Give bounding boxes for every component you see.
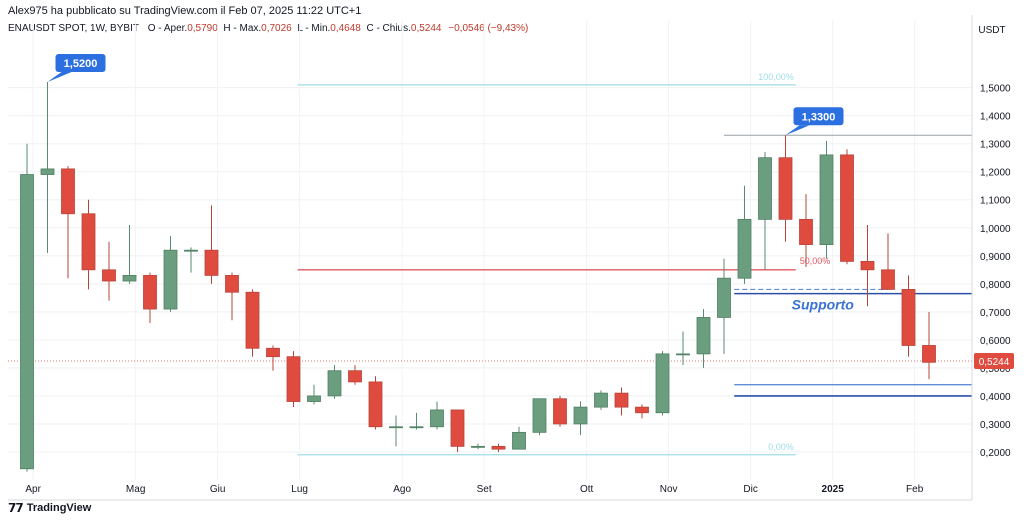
price-tick-label: 0,4000 xyxy=(980,392,1011,403)
candle-body xyxy=(20,174,34,470)
price-axis-currency: USDT xyxy=(978,25,1005,36)
candle-body xyxy=(594,392,608,408)
candle-body xyxy=(122,275,137,282)
fib-level-label: 0,00% xyxy=(768,442,794,452)
candle-body xyxy=(389,426,403,429)
candle-body xyxy=(532,398,547,433)
candle-body xyxy=(799,218,813,245)
time-tick-label: Apr xyxy=(25,484,41,495)
candle-body xyxy=(758,157,772,220)
open-value: 0,5790 xyxy=(187,23,218,34)
candle-body xyxy=(881,269,895,290)
candle-body xyxy=(327,370,342,397)
fib-level-label: 100,00% xyxy=(758,72,794,82)
tradingview-mark-icon: 𝟳𝟳 xyxy=(8,501,24,515)
candle-body xyxy=(840,154,854,262)
price-tick-label: 1,4000 xyxy=(980,112,1011,123)
price-tick-label: 0,5000 xyxy=(980,364,1011,375)
candle-body xyxy=(61,168,75,215)
candle-body xyxy=(778,157,793,220)
candle-body xyxy=(307,395,321,402)
tradingview-logo-text: TradingView xyxy=(26,502,92,514)
candle-body xyxy=(860,261,875,271)
close-label: C - Chius. xyxy=(366,23,411,34)
candle-body xyxy=(655,353,670,414)
last-price-tag-label: 0,5244 xyxy=(979,357,1010,368)
candle-body xyxy=(471,445,485,448)
last-price-tag xyxy=(974,353,1014,370)
support-text-label: Supporto xyxy=(792,297,855,313)
time-tick-label: Feb xyxy=(906,484,924,495)
fib-50-label: 50,00% xyxy=(800,256,831,266)
low-value: 0,4648 xyxy=(330,23,361,34)
candle-body xyxy=(368,381,383,428)
candle-body xyxy=(225,275,239,293)
candle-body xyxy=(245,291,260,349)
time-tick-label: 2025 xyxy=(822,484,845,495)
candle-body xyxy=(553,398,567,425)
time-tick-label: Giu xyxy=(210,484,226,495)
price-tick-label: 1,3000 xyxy=(980,140,1011,151)
candle-body xyxy=(573,406,588,425)
candle-body xyxy=(286,356,301,402)
callout-box xyxy=(793,107,844,126)
price-tick-label: 1,5000 xyxy=(980,84,1011,95)
candle-body xyxy=(102,269,116,282)
candle-body xyxy=(184,249,198,252)
candle-body xyxy=(40,168,55,175)
candle-body xyxy=(450,409,465,447)
symbol-label: ENAUSDT SPOT, 1W, BYBIT xyxy=(8,23,139,34)
time-tick-label: Mag xyxy=(126,484,145,495)
price-tick-label: 0,3000 xyxy=(980,420,1011,431)
candle-body xyxy=(348,370,362,383)
candle-body xyxy=(676,353,690,356)
callout-pointer xyxy=(785,125,810,136)
price-tick-label: 0,2000 xyxy=(980,448,1011,459)
price-tick-label: 1,2000 xyxy=(980,168,1011,179)
candle-body xyxy=(163,249,178,310)
high-value: 0,7026 xyxy=(261,23,292,34)
callout-box xyxy=(55,54,106,73)
ohlc-info: ENAUSDT SPOT, 1W, BYBIT O - Aper.0,5790 … xyxy=(8,23,528,34)
price-tick-label: 1,0000 xyxy=(980,224,1011,235)
candle-body xyxy=(819,154,834,245)
price-tick-label: 0,8000 xyxy=(980,280,1011,291)
time-tick-label: Nov xyxy=(660,484,678,495)
published-line: Alex975 ha pubblicato su TradingView.com… xyxy=(8,5,362,17)
candle-body xyxy=(491,445,506,450)
candle-body xyxy=(143,275,157,310)
candle-body xyxy=(409,426,424,429)
candle-body xyxy=(717,277,731,318)
price-tick-label: 1,1000 xyxy=(980,196,1011,207)
candle-body xyxy=(512,431,526,450)
candle-body xyxy=(81,213,96,271)
candle-body xyxy=(614,392,629,408)
candle-body xyxy=(737,218,752,279)
time-tick-label: Lug xyxy=(291,484,308,495)
candle-body xyxy=(204,249,219,276)
low-label: L - Min. xyxy=(297,23,331,34)
time-tick-label: Dic xyxy=(743,484,757,495)
open-label: O - Aper. xyxy=(147,23,188,34)
candle-body xyxy=(922,345,936,363)
candle-body xyxy=(266,347,280,358)
callout-price-label: 1,5200 xyxy=(64,58,98,70)
tradingview-logo: 𝟳𝟳 TradingView xyxy=(8,501,91,515)
price-tick-label: 0,7000 xyxy=(980,308,1011,319)
candle-body xyxy=(901,289,916,346)
close-value: 0,5244 xyxy=(410,23,442,34)
time-tick-label: Set xyxy=(477,484,492,495)
high-label: H - Max. xyxy=(223,23,262,34)
callout-price-label: 1,3300 xyxy=(802,111,836,123)
candle-body xyxy=(430,409,444,428)
time-tick-label: Ott xyxy=(580,484,594,495)
price-tick-label: 0,6000 xyxy=(980,336,1011,347)
price-tick-label: 0,9000 xyxy=(980,252,1011,263)
change-value: −0,0546 (−9,43%) xyxy=(448,23,529,34)
candle-body xyxy=(635,406,649,414)
candle-body xyxy=(696,317,711,355)
time-tick-label: Ago xyxy=(393,484,411,495)
callout-pointer xyxy=(47,72,72,83)
